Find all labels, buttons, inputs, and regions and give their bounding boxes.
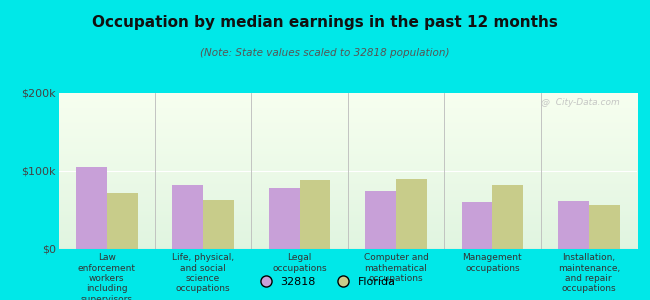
Bar <box>558 201 589 249</box>
Bar <box>107 193 138 249</box>
Bar <box>493 185 523 249</box>
Bar <box>462 202 492 249</box>
Bar <box>203 200 234 249</box>
Bar <box>589 205 619 249</box>
Bar <box>172 185 203 249</box>
Bar <box>365 191 396 249</box>
Text: @  City-Data.com: @ City-Data.com <box>541 98 619 107</box>
Bar <box>268 188 300 249</box>
Text: (Note: State values scaled to 32818 population): (Note: State values scaled to 32818 popu… <box>200 48 450 58</box>
Bar <box>396 179 427 249</box>
Bar <box>300 180 330 249</box>
Legend: 32818, Florida: 32818, Florida <box>250 273 400 291</box>
Bar <box>76 167 107 249</box>
Text: Occupation by median earnings in the past 12 months: Occupation by median earnings in the pas… <box>92 15 558 30</box>
